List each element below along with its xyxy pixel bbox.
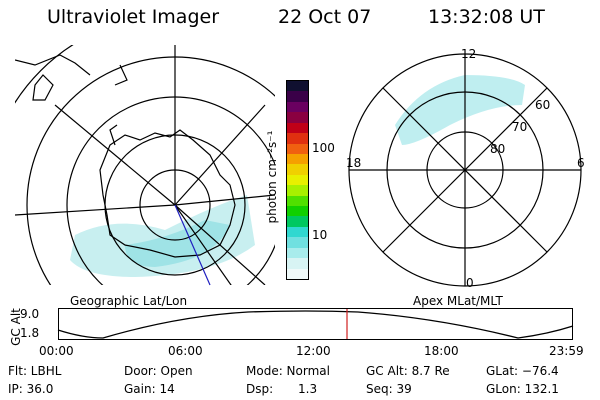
colorbar-band: [287, 81, 308, 92]
colorbar-band: [287, 112, 308, 123]
time-label: 13:32:08 UT: [428, 6, 545, 28]
mlt-label-0: 0: [466, 276, 474, 290]
colorbar-label: photon cm⁻²s⁻¹: [265, 130, 279, 224]
altitude-ytick-low: 1.8: [20, 326, 40, 340]
colorbar-band: [287, 164, 308, 175]
altitude-ytick-high: 9.0: [20, 307, 40, 321]
dsp-value: 1.3: [298, 382, 318, 396]
mlat-label-80: 80: [490, 142, 506, 156]
colorbar-band: [287, 122, 308, 134]
altitude-xtick-2359: 23:59: [549, 344, 584, 358]
altitude-xtick-1800: 18:00: [424, 344, 459, 358]
geographic-map: [15, 45, 275, 286]
magnetic-map-caption: Apex MLat/MLT: [413, 294, 503, 308]
glon-info: GLon: 132.1: [486, 382, 559, 396]
filter-info: Flt: LBHL: [8, 364, 62, 378]
altitude-xtick-0000: 00:00: [39, 344, 74, 358]
colorbar-band: [287, 185, 308, 196]
colorbar-band: [287, 133, 308, 144]
colorbar-band: [287, 268, 308, 279]
colorbar-band: [287, 91, 308, 102]
page-title: Ultraviolet Imager: [47, 6, 220, 28]
mlat-label-70: 70: [512, 120, 528, 134]
gc-alt-info: GC Alt: 8.7 Re: [366, 364, 450, 378]
seq-info: Seq: 39: [366, 382, 412, 396]
colorbar-band: [287, 101, 308, 113]
ip-info: IP: 36.0: [8, 382, 54, 396]
mode-info: Mode: Normal: [246, 364, 330, 378]
colorbar-band: [287, 153, 308, 165]
geographic-map-caption: Geographic Lat/Lon: [70, 294, 188, 308]
colorbar-band: [287, 247, 308, 259]
door-info: Door: Open: [124, 364, 193, 378]
colorbar-band: [287, 174, 308, 186]
colorbar-band: [287, 143, 308, 154]
colorbar-band: [287, 195, 308, 207]
colorbar: [286, 80, 309, 280]
date-label: 22 Oct 07: [278, 6, 372, 28]
altitude-xtick-0600: 06:00: [168, 344, 203, 358]
magnetic-polar-plot: [348, 53, 582, 287]
colorbar-band: [287, 258, 308, 269]
mlt-label-18: 18: [346, 156, 362, 170]
colorbar-band: [287, 237, 308, 248]
colorbar-band: [287, 226, 308, 238]
colorbar-tick-10: 10: [312, 228, 328, 242]
glat-info: GLat: −76.4: [486, 364, 559, 378]
mlt-label-12: 12: [461, 47, 477, 61]
mlt-label-6: 6: [577, 156, 585, 170]
colorbar-band: [287, 216, 308, 227]
gain-info: Gain: 14: [124, 382, 175, 396]
altitude-xtick-1200: 12:00: [296, 344, 331, 358]
colorbar-band: [287, 206, 308, 217]
mlat-label-60: 60: [535, 98, 551, 112]
dsp-label: Dsp:: [246, 382, 274, 396]
colorbar-tick-100: 100: [312, 141, 335, 155]
altitude-plot: [57, 308, 574, 340]
